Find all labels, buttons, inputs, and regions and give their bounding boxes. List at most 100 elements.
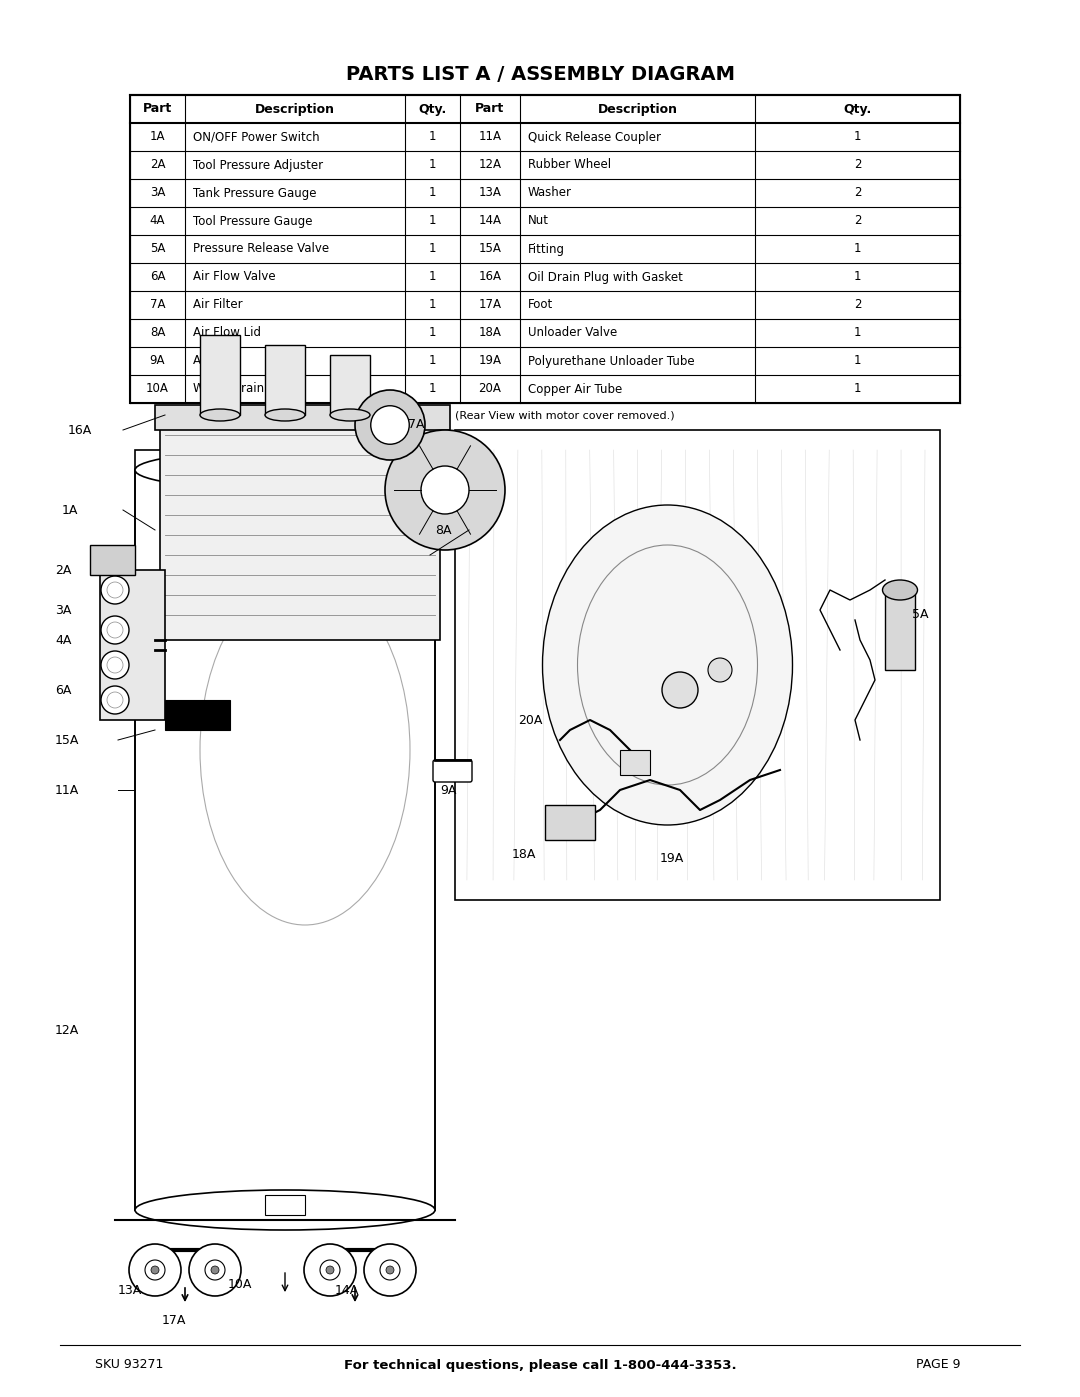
Text: Copper Air Tube: Copper Air Tube [528, 383, 622, 395]
Text: 1: 1 [429, 383, 436, 395]
Circle shape [151, 1266, 159, 1274]
Circle shape [320, 1260, 340, 1280]
Text: ON/OFF Power Switch: ON/OFF Power Switch [193, 130, 320, 144]
Text: 8A: 8A [435, 524, 451, 536]
Text: Nut: Nut [528, 215, 549, 228]
Text: 2: 2 [854, 158, 861, 172]
Text: For technical questions, please call 1-800-444-3353.: For technical questions, please call 1-8… [343, 1358, 737, 1372]
Text: Qty.: Qty. [418, 102, 447, 116]
Bar [545, 805, 595, 840]
Text: Polyurethane Unloader Tube: Polyurethane Unloader Tube [528, 355, 694, 367]
Bar [885, 590, 915, 671]
Text: 1: 1 [429, 355, 436, 367]
Text: Tool Pressure Adjuster: Tool Pressure Adjuster [193, 158, 323, 172]
Text: 1: 1 [429, 130, 436, 144]
Text: Oil Drain Plug with Gasket: Oil Drain Plug with Gasket [528, 271, 683, 284]
Text: Quick Release Coupler: Quick Release Coupler [528, 130, 661, 144]
Circle shape [421, 467, 469, 514]
Text: 9A: 9A [440, 784, 457, 796]
Circle shape [102, 686, 129, 714]
Circle shape [355, 390, 426, 460]
Circle shape [384, 430, 505, 550]
Text: 18A: 18A [478, 327, 501, 339]
Circle shape [129, 1243, 181, 1296]
Text: 1: 1 [854, 243, 861, 256]
Text: Washer: Washer [528, 187, 572, 200]
FancyBboxPatch shape [433, 760, 472, 782]
Text: 2A: 2A [55, 563, 71, 577]
Circle shape [303, 1243, 356, 1296]
Bar [265, 345, 305, 415]
Text: 1: 1 [429, 187, 436, 200]
Text: 1: 1 [854, 327, 861, 339]
Text: 11A: 11A [478, 130, 501, 144]
Circle shape [380, 1260, 400, 1280]
Text: 3A: 3A [150, 187, 165, 200]
Text: SKU 93271: SKU 93271 [95, 1358, 163, 1372]
Text: 19A: 19A [660, 852, 685, 865]
Text: 1: 1 [854, 130, 861, 144]
Bar [620, 750, 650, 775]
Ellipse shape [135, 1190, 435, 1229]
Bar [200, 335, 240, 415]
Text: 1: 1 [429, 158, 436, 172]
Circle shape [102, 616, 129, 644]
Text: 1: 1 [854, 383, 861, 395]
Text: Description: Description [255, 102, 335, 116]
Text: 15A: 15A [55, 733, 79, 746]
Text: 3A: 3A [55, 604, 71, 616]
Text: 15A: 15A [478, 243, 501, 256]
Text: Air Filter: Air Filter [193, 299, 243, 312]
Text: 2: 2 [854, 299, 861, 312]
Text: 2: 2 [854, 187, 861, 200]
Bar [265, 1194, 305, 1215]
Circle shape [326, 1266, 334, 1274]
Text: 17A: 17A [162, 1313, 187, 1327]
Text: 1: 1 [854, 355, 861, 367]
Text: 1: 1 [429, 299, 436, 312]
Text: 1: 1 [429, 327, 436, 339]
Text: Air Flow Valve: Air Flow Valve [193, 271, 275, 284]
Text: Part: Part [143, 102, 172, 116]
Text: 10A: 10A [146, 383, 168, 395]
Circle shape [145, 1260, 165, 1280]
Text: 1: 1 [429, 243, 436, 256]
Text: Foot: Foot [528, 299, 553, 312]
Text: 1: 1 [854, 271, 861, 284]
Text: 13A: 13A [478, 187, 501, 200]
Text: 7A: 7A [408, 419, 424, 432]
Bar [330, 355, 370, 415]
Bar [156, 405, 450, 430]
Text: 20A: 20A [478, 383, 501, 395]
Text: Pressure Release Valve: Pressure Release Valve [193, 243, 329, 256]
Text: Air Flow Lid: Air Flow Lid [193, 327, 261, 339]
Text: 2: 2 [854, 215, 861, 228]
Text: Qty.: Qty. [843, 102, 872, 116]
Circle shape [211, 1266, 219, 1274]
Text: 13A: 13A [118, 1284, 143, 1296]
Ellipse shape [542, 504, 793, 826]
Text: 6A: 6A [150, 271, 165, 284]
Text: 4A: 4A [55, 633, 71, 647]
Text: 19A: 19A [478, 355, 501, 367]
Text: Fitting: Fitting [528, 243, 565, 256]
Text: 8A: 8A [150, 327, 165, 339]
Text: 1: 1 [429, 271, 436, 284]
Circle shape [662, 672, 698, 708]
Text: 1A: 1A [62, 503, 79, 517]
Circle shape [708, 658, 732, 682]
Bar [455, 430, 940, 900]
Text: PAGE 9: PAGE 9 [916, 1358, 960, 1372]
Text: 14A: 14A [478, 215, 501, 228]
Text: 1: 1 [429, 215, 436, 228]
Text: Tool Pressure Gauge: Tool Pressure Gauge [193, 215, 312, 228]
Text: PARTS LIST A / ASSEMBLY DIAGRAM: PARTS LIST A / ASSEMBLY DIAGRAM [346, 66, 734, 84]
Bar [130, 95, 960, 402]
Bar [165, 700, 230, 731]
Text: Description: Description [597, 102, 677, 116]
Text: 17A: 17A [478, 299, 501, 312]
Text: 4A: 4A [150, 215, 165, 228]
Text: 6A: 6A [55, 683, 71, 697]
Text: 16A: 16A [478, 271, 501, 284]
Ellipse shape [330, 409, 370, 420]
